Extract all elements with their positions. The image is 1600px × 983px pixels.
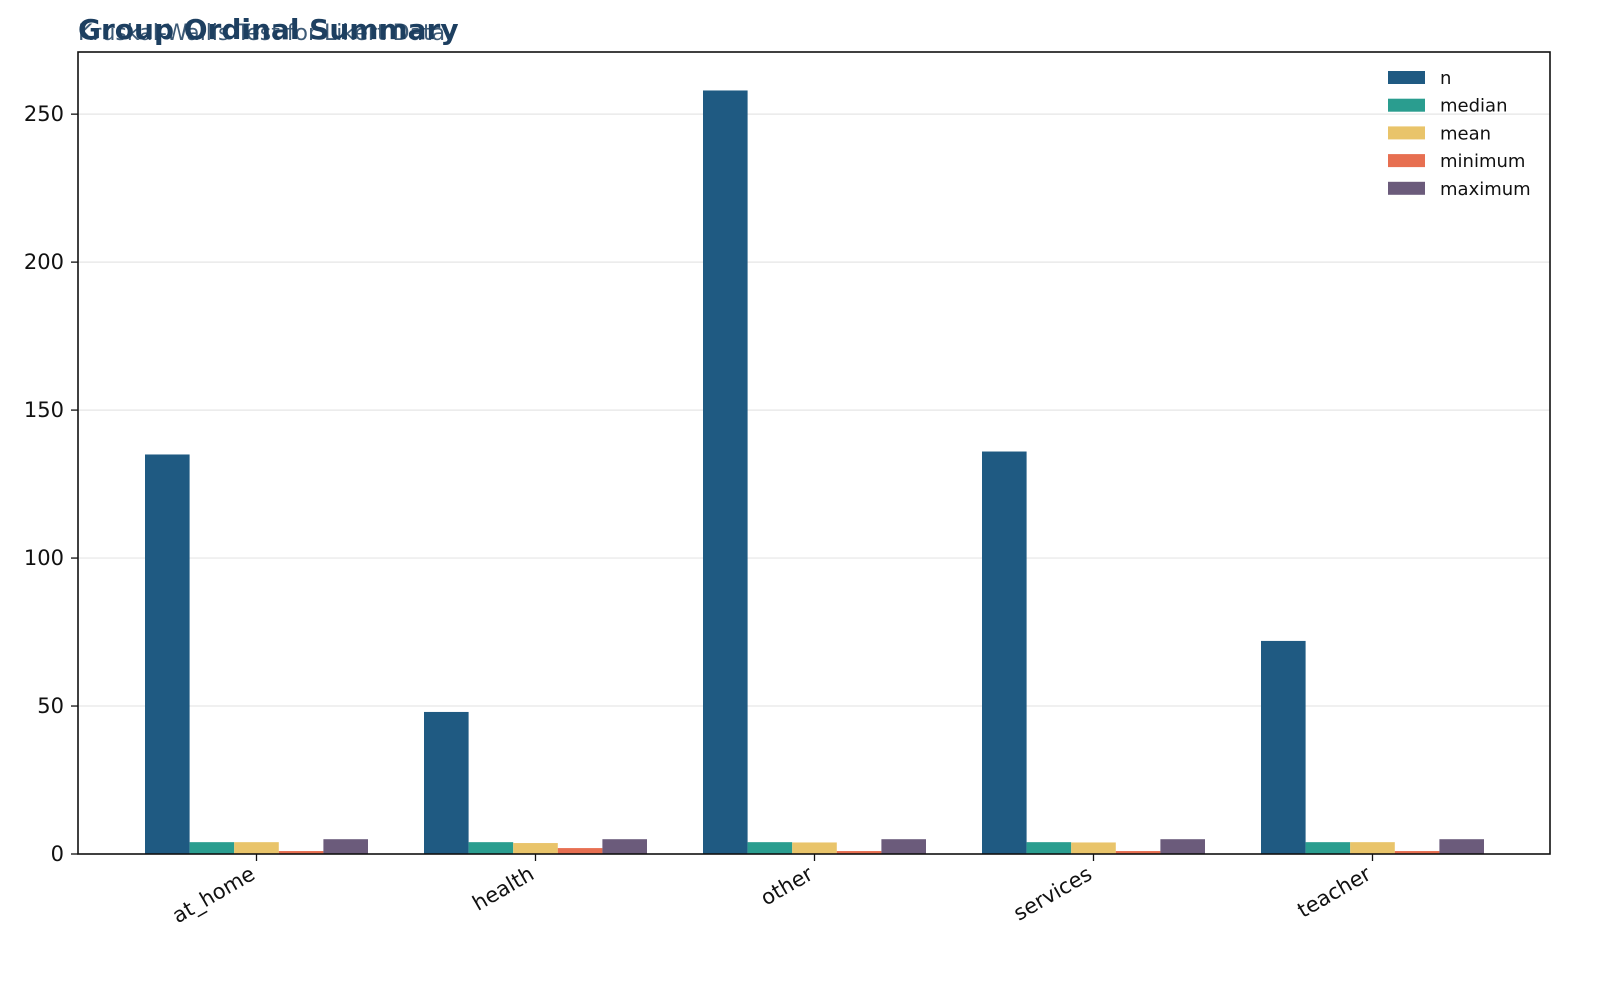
- x-tick-label: teacher: [1293, 861, 1375, 922]
- bar-mean-health: [513, 843, 558, 854]
- bar-median-health: [468, 842, 514, 854]
- bar-n-other: [703, 90, 748, 854]
- bar-median-teacher: [1305, 842, 1351, 854]
- bar-mean-other: [792, 842, 837, 854]
- bars: [145, 90, 1484, 854]
- bar-maximum-services: [1160, 839, 1205, 854]
- bar-median-services: [1026, 842, 1072, 854]
- grid-lines: [78, 113, 1550, 707]
- bar-n-services: [982, 451, 1027, 854]
- y-tick-label: 150: [24, 398, 64, 422]
- y-tick-label: 100: [24, 546, 64, 570]
- legend-label-mean: mean: [1440, 123, 1491, 144]
- legend-label-maximum: maximum: [1440, 179, 1531, 200]
- bar-maximum-teacher: [1439, 839, 1484, 854]
- x-tick-label: at_home: [168, 862, 259, 929]
- y-tick-label: 0: [51, 842, 64, 866]
- bar-mean-at_home: [234, 842, 279, 854]
- y-tick-label: 200: [24, 250, 64, 274]
- bar-maximum-other: [881, 839, 926, 854]
- bar-n-health: [424, 711, 469, 854]
- legend-swatch-n: [1388, 71, 1425, 84]
- x-tick-label: health: [468, 862, 538, 916]
- bar-mean-services: [1071, 842, 1116, 854]
- bar-mean-teacher: [1350, 842, 1395, 854]
- legend-label-minimum: minimum: [1440, 151, 1525, 172]
- bar-minimum-health: [557, 848, 603, 854]
- legend-swatch-minimum: [1388, 154, 1425, 168]
- bar-n-at_home: [145, 454, 190, 854]
- axes: [71, 51, 1551, 861]
- legend-swatch-maximum: [1388, 181, 1425, 195]
- chart-subtitle: Kruskal-Wallis Test for Likert Data: [78, 21, 445, 46]
- bar-median-other: [747, 842, 793, 854]
- bar-minimum-teacher: [1394, 851, 1440, 854]
- bar-minimum-at_home: [278, 851, 324, 854]
- y-tick-label: 250: [24, 102, 64, 126]
- x-tick-label: services: [1009, 862, 1096, 926]
- chart-title: Group Ordinal Summary: [78, 13, 459, 46]
- bar-maximum-health: [602, 839, 647, 854]
- legend-label-median: median: [1440, 96, 1507, 117]
- tick-labels: 0 50 100 150 200 250 at_home health other service…: [24, 102, 1375, 929]
- bar-median-at_home: [189, 842, 235, 854]
- x-tick-label: other: [757, 861, 818, 910]
- y-tick-label: 50: [37, 694, 64, 718]
- bar-minimum-other: [836, 851, 882, 854]
- bar-minimum-services: [1115, 851, 1161, 854]
- legend-swatch-median: [1388, 98, 1425, 112]
- bar-maximum-at_home: [323, 839, 368, 854]
- plot-frame: [77, 51, 1551, 855]
- bar-n-teacher: [1261, 640, 1306, 854]
- legend-label-n: n: [1440, 68, 1451, 89]
- legend: n median mean minimum maximum: [1388, 68, 1531, 200]
- legend-swatch-mean: [1388, 126, 1425, 140]
